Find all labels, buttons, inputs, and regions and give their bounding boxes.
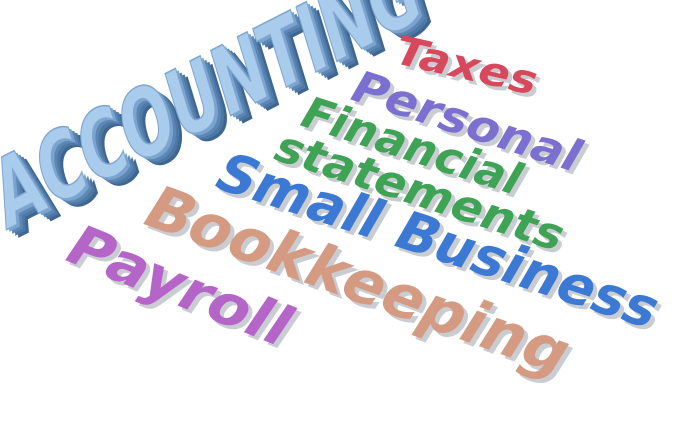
image-canvas: ACCOUNTING ACCOUNTING ACCOUNTING ACCOUNT…	[0, 0, 678, 392]
accounting-word-cloud: ACCOUNTING ACCOUNTING ACCOUNTING ACCOUNT…	[0, 0, 677, 391]
